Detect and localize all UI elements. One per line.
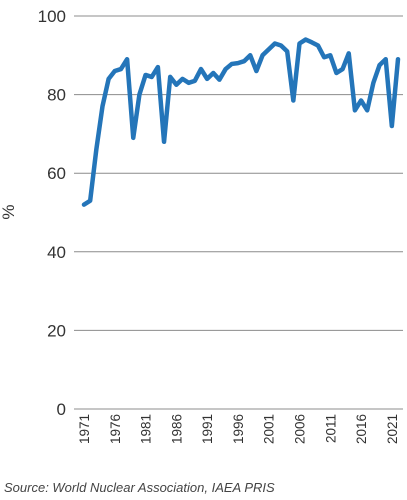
series-layer: [81, 37, 401, 207]
y-tick-label: 60: [47, 164, 66, 183]
x-tick-label: 2016: [354, 414, 369, 444]
x-tick-label: 1991: [200, 414, 215, 444]
x-tick-label: 1971: [77, 414, 92, 444]
y-axis-tick-labels: 0 20 40 60 80 100: [38, 7, 66, 419]
y-tick-label: 100: [38, 7, 66, 26]
gridlines: [74, 15, 403, 410]
series-line-0: [81, 37, 401, 207]
x-tick-label: 1986: [169, 414, 184, 444]
y-tick-label: 80: [47, 86, 66, 105]
x-tick-label: 2006: [292, 414, 307, 444]
x-tick-label: 1996: [231, 414, 246, 444]
y-tick-label: 20: [47, 321, 66, 340]
source-note: Source: World Nuclear Association, IAEA …: [4, 480, 275, 495]
x-tick-label: 1976: [108, 414, 123, 444]
y-tick-label: 0: [57, 400, 66, 419]
x-tick-label: 2021: [385, 414, 400, 444]
x-tick-label: 2011: [323, 414, 338, 443]
y-axis-title: %: [0, 204, 18, 219]
y-tick-label: 40: [47, 243, 66, 262]
x-tick-label: 1981: [139, 414, 154, 444]
x-axis-tick-labels: 1971 1976 1981 1986 1991 1996 2001 2006 2011 2016…: [77, 414, 400, 444]
x-tick-label: 2001: [262, 414, 277, 444]
